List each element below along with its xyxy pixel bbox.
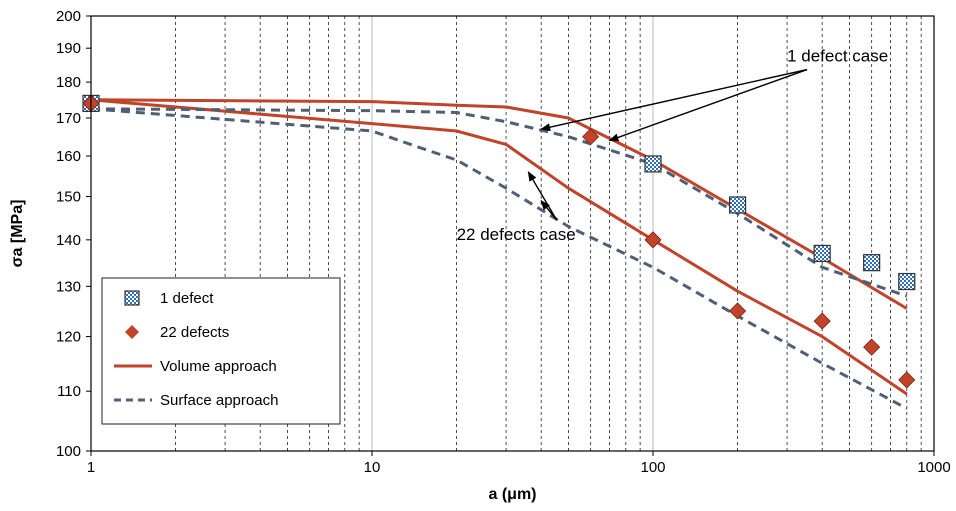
x-tick-label: 10 xyxy=(364,459,381,476)
series-line-2 xyxy=(90,98,908,310)
plot-frame xyxy=(90,15,935,452)
y-tick-label: 170 xyxy=(56,110,81,127)
data-point-22-defects xyxy=(863,338,881,356)
x-axis-title: a (μm) xyxy=(488,486,536,503)
y-tick-label: 150 xyxy=(56,189,81,206)
annotation-arrow xyxy=(608,68,808,142)
data-point-1-defect xyxy=(728,196,747,214)
data-point-1-defect xyxy=(813,244,831,263)
annotation-label: 1 defect case xyxy=(787,47,888,66)
x-tick-label: 100 xyxy=(640,459,665,476)
y-tick-label: 200 xyxy=(56,8,81,25)
y-tick-label: 110 xyxy=(57,383,81,400)
data-point-22-defects xyxy=(582,128,600,146)
series-line-5 xyxy=(90,107,908,410)
y-tick-label: 120 xyxy=(56,329,81,346)
legend: 1 defect 22 defects Volume approach Surface… xyxy=(101,277,341,425)
data-point-22-defects xyxy=(644,231,662,249)
x-tick-label: 1 xyxy=(87,459,95,476)
y-tick-label: 140 xyxy=(56,232,81,249)
y-axis-title: σa [MPa] xyxy=(9,200,26,268)
annotation-arrow xyxy=(540,199,558,221)
series-markers xyxy=(82,94,916,389)
series-line-3 xyxy=(90,98,908,396)
y-tick-label: 100 xyxy=(56,443,81,460)
data-point-1-defect xyxy=(863,254,881,272)
data-point-1-defect xyxy=(898,272,916,291)
legend-label: 1 defect xyxy=(160,290,214,307)
y-tick-label: 180 xyxy=(56,74,81,91)
legend-swatch-square xyxy=(124,290,140,306)
legend-label: 22 defects xyxy=(160,324,229,341)
y-tick-label: 130 xyxy=(56,278,81,295)
y-tick-label: 160 xyxy=(56,148,81,165)
x-tick-label: 1000 xyxy=(917,459,950,476)
legend-label: Volume approach xyxy=(160,358,277,375)
legend-swatch-diamond xyxy=(125,325,139,339)
annotation-label: 22 defects case xyxy=(457,225,576,244)
y-tick-label: 190 xyxy=(56,40,81,57)
data-point-22-defects xyxy=(729,302,747,320)
data-point-1-defect xyxy=(644,155,662,173)
annotations: 1 defect case 22 defects case xyxy=(457,47,889,244)
series-lines xyxy=(90,98,908,410)
data-point-22-defects xyxy=(813,312,831,330)
data-point-22-defects xyxy=(898,371,916,389)
annotation-arrow xyxy=(527,171,558,221)
series-line-4 xyxy=(90,107,908,298)
annotation-arrow xyxy=(540,68,808,132)
legend-label: Surface approach xyxy=(160,392,278,409)
